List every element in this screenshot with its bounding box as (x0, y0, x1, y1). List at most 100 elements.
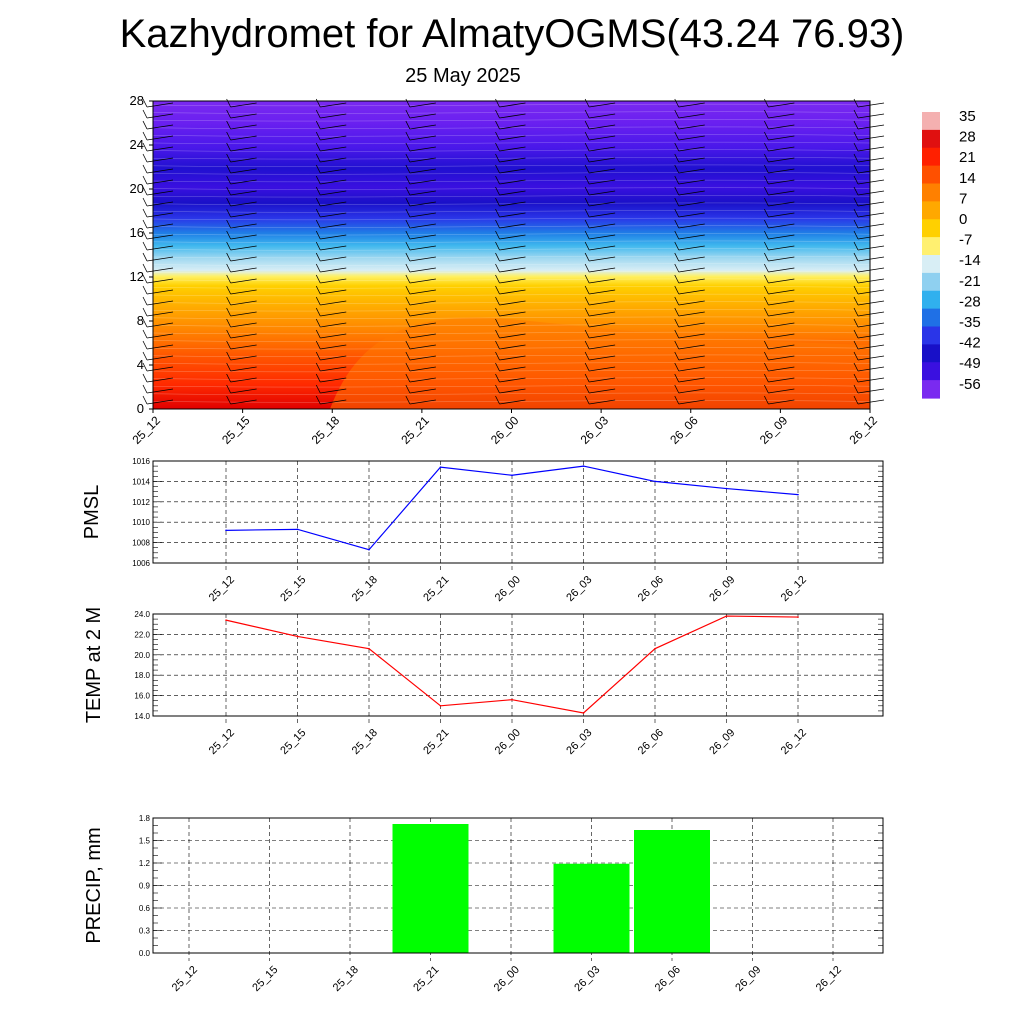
wind-barb-flag (674, 131, 680, 141)
wind-barb (320, 322, 347, 328)
contour-line (152, 103, 871, 107)
wind-barb (857, 267, 885, 273)
wind-barb-flag (674, 175, 680, 185)
y-tick-label: 16 (130, 225, 144, 240)
wind-barb (678, 311, 705, 317)
precip-bar (392, 824, 469, 953)
wind-barb (857, 168, 885, 174)
colorbar-swatch (922, 147, 940, 167)
wind-barb (146, 344, 174, 350)
wind-barb (230, 179, 257, 185)
wind-barb-flag (674, 252, 680, 262)
wind-barb (320, 234, 347, 240)
colorbar-swatch (922, 362, 940, 381)
wind-barb-flag (226, 186, 231, 196)
y-tick-label: 8 (137, 313, 144, 328)
colorbar-label: -42 (959, 335, 981, 352)
wind-barb-flag (142, 340, 148, 350)
data-point (797, 616, 799, 618)
wind-barb (499, 234, 526, 240)
wind-barb (146, 124, 174, 130)
wind-barb (768, 245, 795, 251)
contour-line (152, 385, 871, 388)
wind-barb (768, 223, 795, 229)
wind-barb (409, 333, 436, 339)
wind-barb (146, 399, 174, 405)
wind-barb (678, 234, 705, 240)
wind-barb (857, 135, 885, 141)
wind-barb-flag (405, 109, 411, 119)
wind-barb-flag (405, 351, 411, 361)
wind-barb-flag (853, 307, 859, 317)
wind-barb (230, 157, 257, 163)
wind-barb (589, 377, 616, 383)
data-point (725, 615, 728, 617)
wind-barb (589, 146, 616, 152)
colorbar-swatch (922, 290, 940, 310)
wind-barb (409, 366, 436, 372)
wind-barb (678, 278, 705, 284)
wind-barb (146, 212, 174, 218)
wind-barb-flag (405, 219, 411, 229)
wind-barb-flag (142, 395, 148, 405)
y-axis-label: PRECIP, mm (83, 827, 105, 943)
y-tick-label: 1.8 (139, 814, 151, 823)
wind-barb (768, 168, 795, 174)
wind-barb (857, 234, 885, 240)
wind-barb-flag (584, 164, 590, 174)
data-point (582, 465, 585, 467)
wind-barb (146, 256, 174, 262)
wind-barb (409, 124, 436, 130)
wind-barb-flag (495, 340, 500, 350)
wind-barb (320, 355, 347, 361)
data-point (225, 529, 227, 532)
wind-barb-flag (495, 109, 500, 119)
wind-barb-flag (142, 175, 148, 185)
wind-barb-flag (142, 142, 148, 152)
wind-barb-flag (315, 120, 321, 130)
wind-barb (230, 311, 257, 317)
wind-barb-flag (764, 164, 769, 174)
wind-barb-flag (405, 120, 411, 130)
wind-barb (857, 256, 885, 262)
wind-barb-flag (495, 98, 500, 108)
wind-barb-flag (764, 252, 769, 262)
wind-barb (409, 300, 436, 306)
wind-barb (230, 267, 257, 273)
wind-barb-flag (584, 340, 590, 350)
wind-barb (678, 190, 705, 196)
wind-barb-flag (142, 274, 148, 284)
wind-barb (589, 201, 616, 207)
wind-barb (499, 168, 526, 174)
wind-barb (857, 223, 885, 229)
wind-barb (409, 355, 436, 361)
wind-barb (589, 311, 616, 317)
contour-line (152, 217, 871, 221)
wind-barb-flag (674, 307, 680, 317)
wind-barb (589, 355, 616, 361)
wind-barb-flag (764, 109, 769, 119)
wind-barb (409, 267, 436, 273)
temp-panel: 14.016.018.020.022.024.025_12 25_15 25_18 2… (83, 607, 884, 757)
wind-barb-flag (315, 362, 321, 372)
wind-barb (499, 366, 526, 372)
wind-barb (146, 278, 174, 284)
wind-barb (768, 344, 795, 350)
wind-barb-flag (764, 296, 769, 306)
wind-barb-flag (853, 329, 859, 339)
wind-barb (857, 102, 885, 108)
contour-line (152, 278, 871, 281)
wind-barb (589, 388, 616, 394)
wind-barb-flag (764, 329, 769, 339)
contour-line (152, 179, 871, 183)
colorbar-label: -7 (959, 232, 972, 249)
wind-barb-flag (584, 131, 590, 141)
wind-barb-flag (853, 98, 859, 108)
wind-barb (146, 102, 174, 108)
colorbar-label: -56 (959, 376, 981, 393)
wind-barb (230, 102, 257, 108)
wind-barb-flag (495, 175, 500, 185)
wind-barb-flag (584, 186, 590, 196)
wind-barb (678, 267, 705, 273)
wind-barb-flag (584, 329, 590, 339)
